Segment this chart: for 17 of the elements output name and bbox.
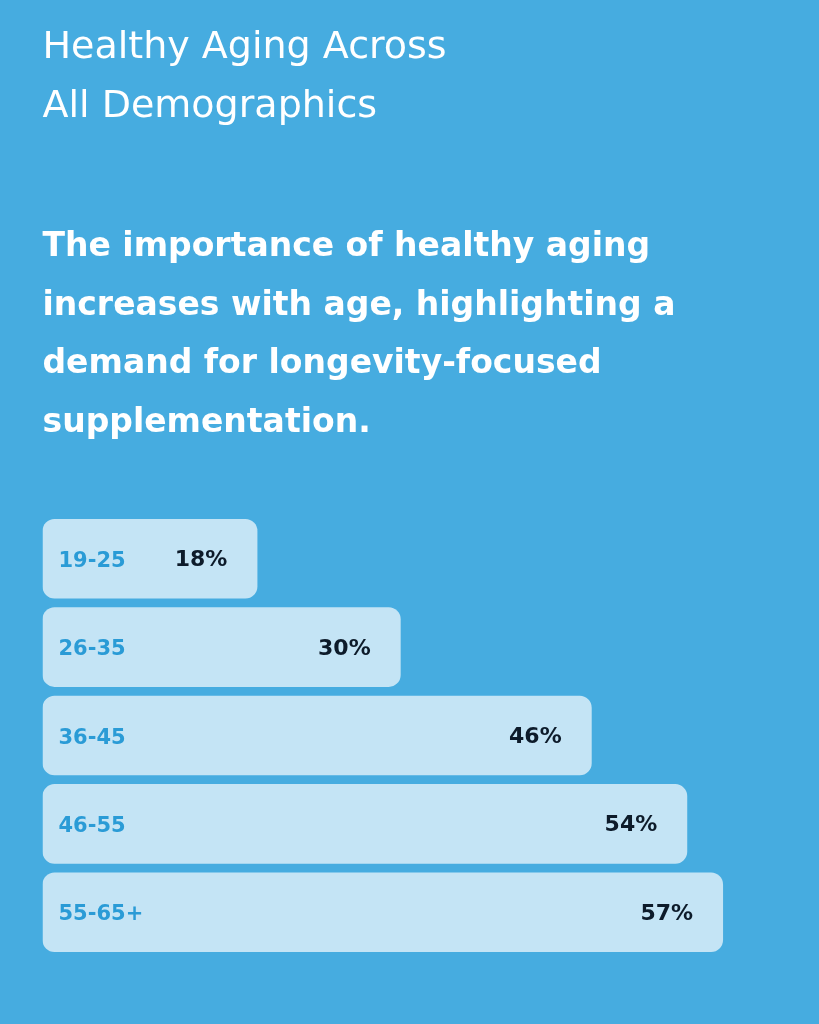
data-label: 54% (604, 811, 658, 837)
chart-subtitle: The importance of healthy aging increases with age, highlighting a demand for longevity-focused supplementation. (42, 225, 676, 440)
y-tick-label: 46-55 (58, 812, 126, 837)
y-tick-label: 26-35 (58, 636, 126, 661)
bar (42, 784, 688, 864)
y-tick-label: 36-45 (58, 724, 126, 749)
data-label: 30% (318, 634, 371, 660)
data-label: 18% (174, 546, 228, 572)
bar (42, 695, 592, 776)
bar (42, 518, 258, 599)
y-tick-label: 55-65+ (58, 901, 144, 926)
bar (42, 607, 401, 687)
bar (42, 872, 724, 953)
chart-title: Healthy Aging Across All Demographics (42, 23, 447, 127)
y-tick-label: 19-25 (58, 547, 126, 572)
data-label: 46% (509, 723, 562, 748)
data-label: 57% (640, 899, 694, 925)
